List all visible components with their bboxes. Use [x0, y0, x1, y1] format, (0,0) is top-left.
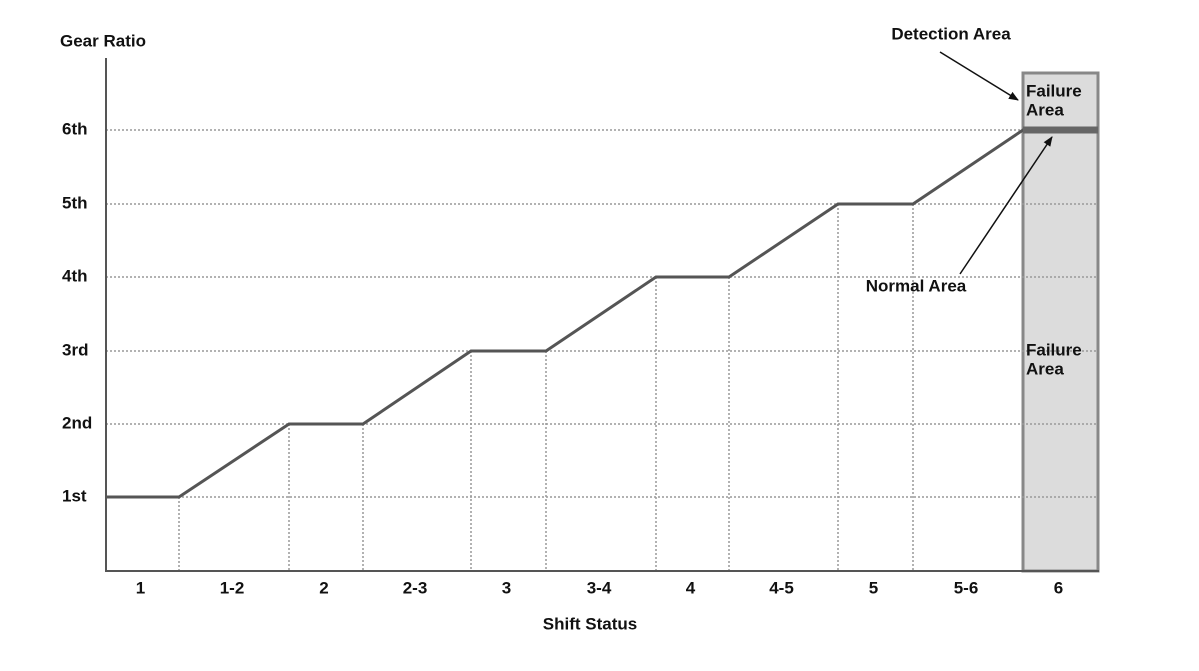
y-tick-label: 2nd: [62, 413, 92, 432]
detection-area-label: Detection Area: [891, 24, 1011, 43]
x-tick-label: 2-3: [403, 578, 428, 597]
x-tick-label: 6: [1054, 578, 1063, 597]
normal-area-label: Normal Area: [866, 276, 967, 295]
y-tick-label: 5th: [62, 193, 88, 212]
failure-region: [1021, 71, 1100, 573]
x-tick-label: 2: [319, 578, 328, 597]
failure-label: Area: [1026, 359, 1064, 378]
gear-ratio-line: [106, 128, 1098, 499]
x-tick-label: 4: [686, 578, 696, 597]
x-tick-label: 3: [502, 578, 511, 597]
y-tick-label: 6th: [62, 119, 88, 138]
x-tick-label: 3-4: [587, 578, 612, 597]
x-tick-label: 1: [136, 578, 145, 597]
failure-label: Area: [1026, 100, 1064, 119]
x-tick-label: 5: [869, 578, 878, 597]
x-tick-label: 4-5: [769, 578, 794, 597]
y-tick-label: 3rd: [62, 340, 88, 359]
arrow: [959, 136, 1053, 275]
x-axis-title: Shift Status: [543, 614, 637, 633]
grid: [106, 129, 1098, 571]
y-axis-title: Gear Ratio: [60, 31, 146, 50]
y-tick-label: 1st: [62, 486, 87, 505]
x-tick-label: 5-6: [954, 578, 979, 597]
failure-label: Failure: [1026, 81, 1082, 100]
y-tick-label: 4th: [62, 266, 88, 285]
arrow: [939, 51, 1019, 101]
failure-label: Failure: [1026, 340, 1082, 359]
x-tick-label: 1-2: [220, 578, 245, 597]
